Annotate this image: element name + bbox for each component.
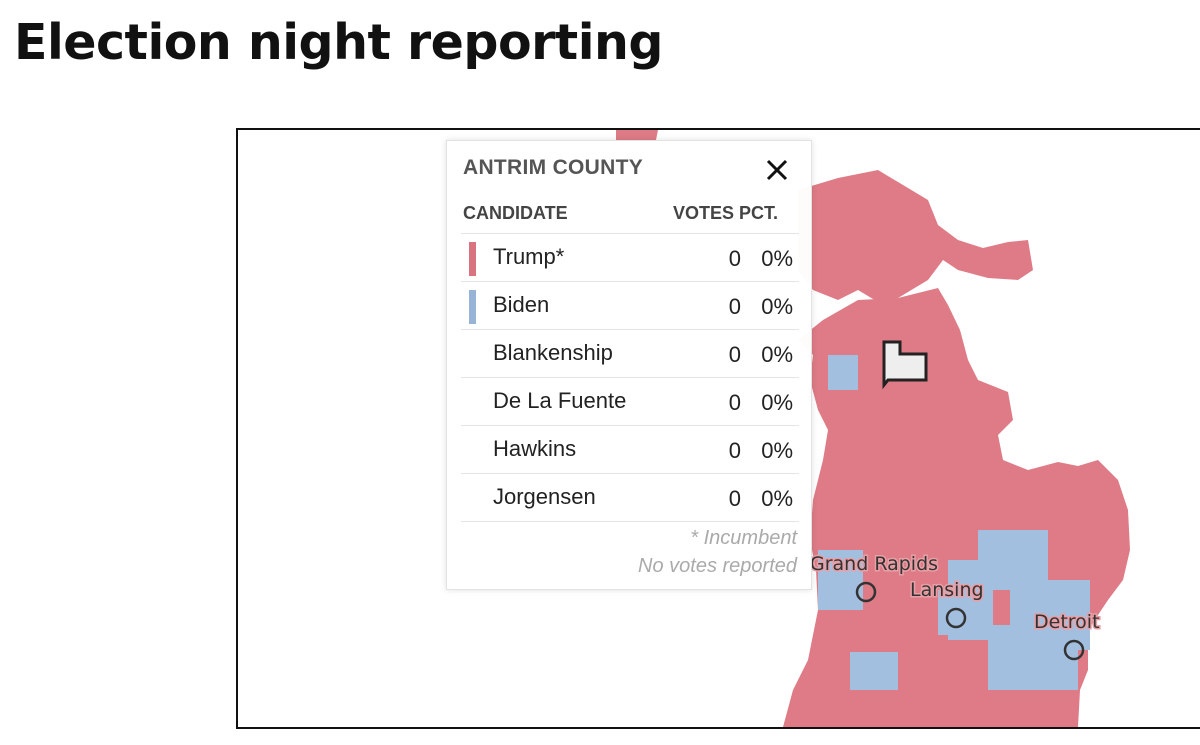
candidate-votes: 0 [728, 246, 741, 271]
candidate-pct: 0% [761, 486, 793, 511]
reporting-status-note: No votes reported [638, 555, 797, 577]
county-results-popup: ANTRIM COUNTY CANDIDATE VOTES PCT. Trump… [446, 140, 812, 590]
michigan-map[interactable]: Grand Rapids Lansing Detroit [238, 130, 1200, 727]
column-header-candidate: CANDIDATE [463, 203, 568, 223]
candidate-name: Biden [493, 292, 550, 317]
lansing-marker [945, 607, 967, 629]
candidate-row-blankenship: Blankenship 0 0% [461, 329, 799, 377]
democrat-counties [818, 355, 1090, 690]
city-label-lansing: Lansing [910, 579, 984, 601]
county-name: ANTRIM COUNTY [463, 156, 644, 179]
antrim-county-highlight[interactable] [882, 340, 928, 390]
upper-peninsula[interactable] [616, 130, 658, 140]
city-label-detroit: Detroit [1034, 611, 1100, 633]
candidate-pct: 0% [761, 294, 793, 319]
candidate-name: Jorgensen [493, 484, 596, 509]
candidate-row-hawkins: Hawkins 0 0% [461, 425, 799, 473]
biden-party-swatch [469, 290, 476, 324]
candidate-pct: 0% [761, 246, 793, 271]
candidate-name: Hawkins [493, 436, 577, 461]
candidate-pct: 0% [761, 342, 793, 367]
column-header-votes: VOTES [673, 203, 735, 223]
close-icon[interactable] [762, 155, 792, 185]
city-markers[interactable] [855, 581, 1085, 661]
candidate-name: De La Fuente [493, 388, 627, 413]
candidate-name: Blankenship [493, 340, 613, 365]
city-label-grand-rapids: Grand Rapids [810, 553, 938, 575]
incumbent-footnote: * Incumbent [690, 527, 797, 549]
candidate-pct: 0% [761, 390, 793, 415]
candidate-row-jorgensen: Jorgensen 0 0% [461, 473, 799, 522]
candidate-votes: 0 [728, 486, 741, 511]
detroit-marker [1063, 639, 1085, 661]
column-header-pct: PCT. [739, 203, 779, 223]
upper-peninsula-land[interactable] [798, 170, 1033, 302]
candidate-name: Trump* [493, 244, 565, 269]
slide-title: Election night reporting [14, 14, 663, 71]
candidate-row-de-la-fuente: De La Fuente 0 0% [461, 377, 799, 425]
county-results-map[interactable]: Grand Rapids Lansing Detroit ANTRIM COUN… [236, 128, 1200, 729]
trump-party-swatch [469, 242, 476, 276]
grand-rapids-marker [855, 581, 877, 603]
candidate-votes: 0 [728, 438, 741, 463]
candidate-votes: 0 [728, 342, 741, 367]
candidate-votes: 0 [728, 294, 741, 319]
candidate-results-table: Trump* 0 0% Biden 0 0% Blankenship 0 0% … [461, 233, 799, 522]
candidate-pct: 0% [761, 438, 793, 463]
candidate-votes: 0 [728, 390, 741, 415]
candidate-row-trump: Trump* 0 0% [461, 233, 799, 281]
candidate-row-biden: Biden 0 0% [461, 281, 799, 329]
